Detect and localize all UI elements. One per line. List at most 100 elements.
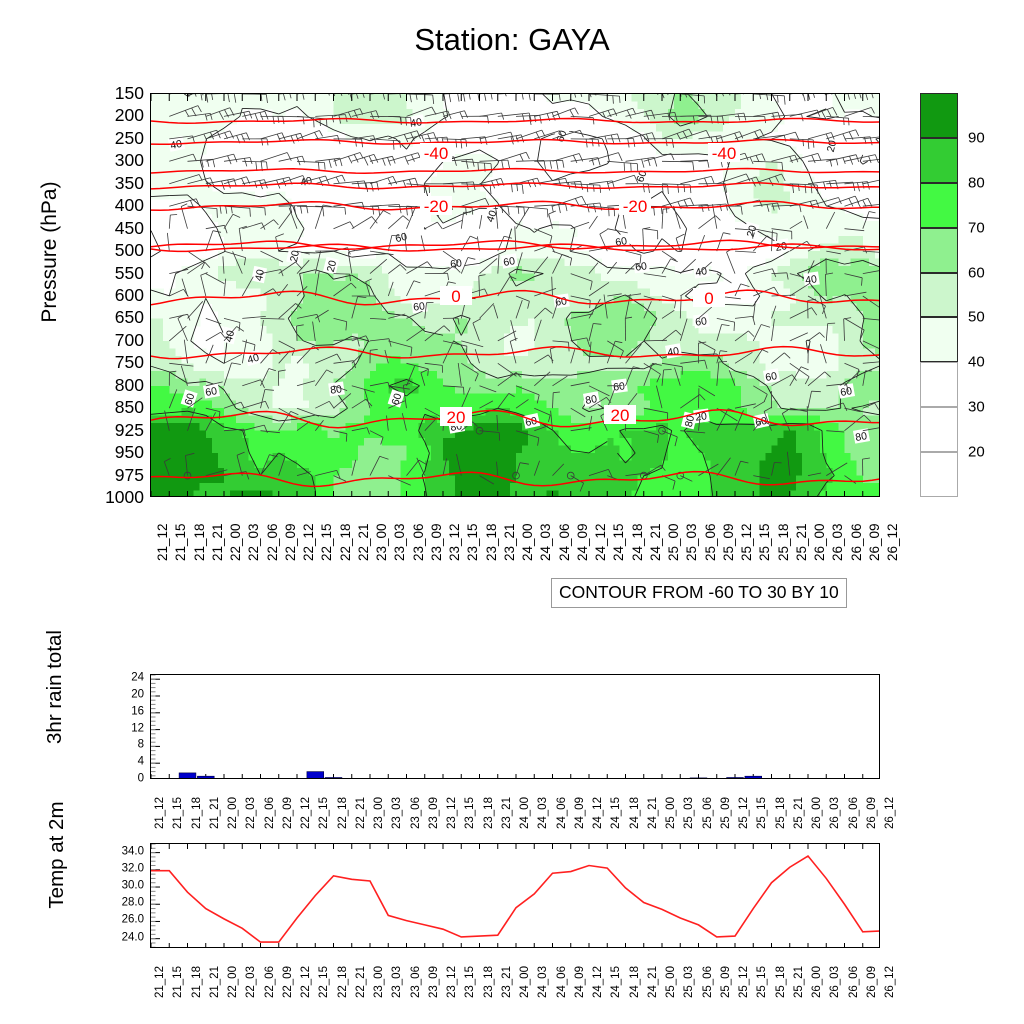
time-tick-label: 21_12 xyxy=(154,797,166,829)
time-tick-label: 23_18 xyxy=(483,523,499,561)
time-tick-label: 22_09 xyxy=(282,523,298,561)
rain-bar xyxy=(197,775,215,778)
time-tick-label: 22_03 xyxy=(245,966,258,998)
time-tick-label: 25_15 xyxy=(756,966,769,998)
time-tick-label: 26_06 xyxy=(847,797,860,829)
pressure-tick-label: 300 xyxy=(114,150,144,171)
rain-bar xyxy=(324,777,343,778)
time-tick-label: 25_15 xyxy=(757,523,773,561)
temperature-contours xyxy=(151,117,879,488)
colorbar-tick-label: 90 xyxy=(968,129,985,147)
time-tick-label: 23_12 xyxy=(446,797,458,829)
temp-y-tick-labels: 24.0 26.0 28.0 30.0 32.0 34.0 xyxy=(100,843,144,948)
time-tick-label: 22_15 xyxy=(318,797,331,829)
time-tick-label: 21_15 xyxy=(172,797,185,829)
time-tick-label: 25_18 xyxy=(774,797,787,829)
time-tick-label: 23_09 xyxy=(427,966,440,998)
rain-tick-label: 12 xyxy=(131,721,144,734)
time-tick-label: 23_00 xyxy=(374,523,389,561)
time-tick-label: 23_06 xyxy=(409,966,422,998)
pressure-tick-label: 250 xyxy=(114,127,144,148)
time-tick-label: 24_03 xyxy=(538,523,554,561)
temp-plot-canvas xyxy=(151,844,879,947)
time-tick-label: 22_15 xyxy=(318,966,331,998)
time-tick-label: 26_03 xyxy=(830,523,846,561)
time-tick-label: 24_15 xyxy=(610,797,623,829)
colorbar-band xyxy=(920,407,958,453)
temperature-contour-labels: -40 -40-20 -200 020 20 xyxy=(420,143,740,427)
time-tick-label: 22_21 xyxy=(354,797,367,829)
pressure-tick-label: 850 xyxy=(114,397,144,418)
rain-tick-label: 8 xyxy=(137,738,144,751)
sounding-time-section-plot[interactable]: 40 20 40 40 40 60 60 40 80 60 60 80 60 60 40 60 60 60 60 80… xyxy=(150,93,880,497)
time-tick-label: 23_15 xyxy=(465,523,481,561)
time-tick-label: 26_00 xyxy=(811,966,823,998)
rain-bars xyxy=(178,771,763,778)
colorbar-tick-label: 30 xyxy=(968,398,985,416)
time-tick-label: 25_15 xyxy=(756,797,769,829)
colorbar-tick-label: 60 xyxy=(968,264,985,282)
rain-x-tick-labels: 21_12 21_15 21_18 21_21 22_00 22_03 22_06 22_09… xyxy=(150,781,896,843)
time-tick-label: 26_00 xyxy=(811,797,823,829)
time-tick-label: 24_15 xyxy=(610,966,623,998)
time-tick-label: 24_18 xyxy=(628,797,641,829)
time-tick-label: 23_06 xyxy=(409,797,422,829)
time-tick-label: 21_12 xyxy=(155,523,170,561)
time-tick-label: 24_06 xyxy=(555,797,568,829)
time-tick-label: 25_06 xyxy=(702,523,718,561)
time-tick-label: 25_03 xyxy=(683,966,696,998)
rain-tick-label: 20 xyxy=(131,688,144,701)
time-tick-label: 24_00 xyxy=(519,966,531,998)
colorbar-band xyxy=(920,272,958,318)
rain-bar xyxy=(744,775,763,778)
time-tick-label: 21_15 xyxy=(173,523,189,561)
time-tick-label: 26_12 xyxy=(884,797,896,829)
temp-tick-label: 28.0 xyxy=(121,896,144,909)
time-tick-label: 22_09 xyxy=(281,966,294,998)
time-tick-label: 22_00 xyxy=(228,523,243,561)
time-tick-label: 22_18 xyxy=(336,966,349,998)
time-tick-label: 26_09 xyxy=(866,523,882,561)
pressure-tick-label: 975 xyxy=(114,464,144,485)
temp-2m-plot[interactable] xyxy=(150,843,880,948)
pressure-tick-label: 800 xyxy=(114,374,144,395)
time-tick-label: 25_00 xyxy=(666,523,681,561)
time-tick-label: 22_06 xyxy=(263,966,276,998)
time-tick-label: 24_12 xyxy=(593,523,608,561)
pressure-tick-label: 500 xyxy=(114,240,144,261)
contour-range-note: CONTOUR FROM -60 TO 30 BY 10 xyxy=(551,578,847,608)
time-tick-label: 23_15 xyxy=(464,966,477,998)
time-tick-label: 22_03 xyxy=(246,523,262,561)
time-tick-label: 21_15 xyxy=(172,966,185,998)
time-tick-label: 23_00 xyxy=(373,797,385,829)
rain-total-plot[interactable] xyxy=(150,674,880,779)
time-tick-label: 25_12 xyxy=(738,966,750,998)
temp-tick-label: 26.0 xyxy=(121,913,144,926)
time-tick-label: 23_03 xyxy=(392,523,408,561)
colorbar-band xyxy=(920,227,958,273)
time-tick-label: 23_09 xyxy=(428,523,444,561)
time-tick-label: 23_03 xyxy=(391,797,404,829)
time-tick-label: 21_18 xyxy=(190,966,203,998)
time-tick-label: 23_21 xyxy=(500,966,513,998)
time-tick-label: 26_09 xyxy=(865,797,878,829)
time-tick-label: 24_12 xyxy=(592,966,604,998)
time-tick-label: 23_09 xyxy=(427,797,440,829)
time-tick-label: 25_09 xyxy=(719,797,732,829)
temp-tick-label: 32.0 xyxy=(121,862,144,875)
time-tick-label: 21_21 xyxy=(208,966,221,998)
time-tick-label: 25_00 xyxy=(665,797,677,829)
colorbar-band xyxy=(920,93,958,138)
rain-plot-canvas xyxy=(151,675,864,778)
time-tick-label: 24_15 xyxy=(611,523,627,561)
time-tick-label: 23_03 xyxy=(391,966,404,998)
time-tick-label: 25_12 xyxy=(739,523,754,561)
time-tick-label: 22_12 xyxy=(301,523,316,561)
time-tick-label: 25_03 xyxy=(684,523,700,561)
time-tick-label: 23_15 xyxy=(464,797,477,829)
time-tick-label: 25_12 xyxy=(738,797,750,829)
colorbar-band xyxy=(920,182,958,228)
main-y-axis-label: Pressure (hPa) xyxy=(38,181,61,323)
time-tick-label: 25_09 xyxy=(719,966,732,998)
time-tick-label: 22_21 xyxy=(355,523,371,561)
